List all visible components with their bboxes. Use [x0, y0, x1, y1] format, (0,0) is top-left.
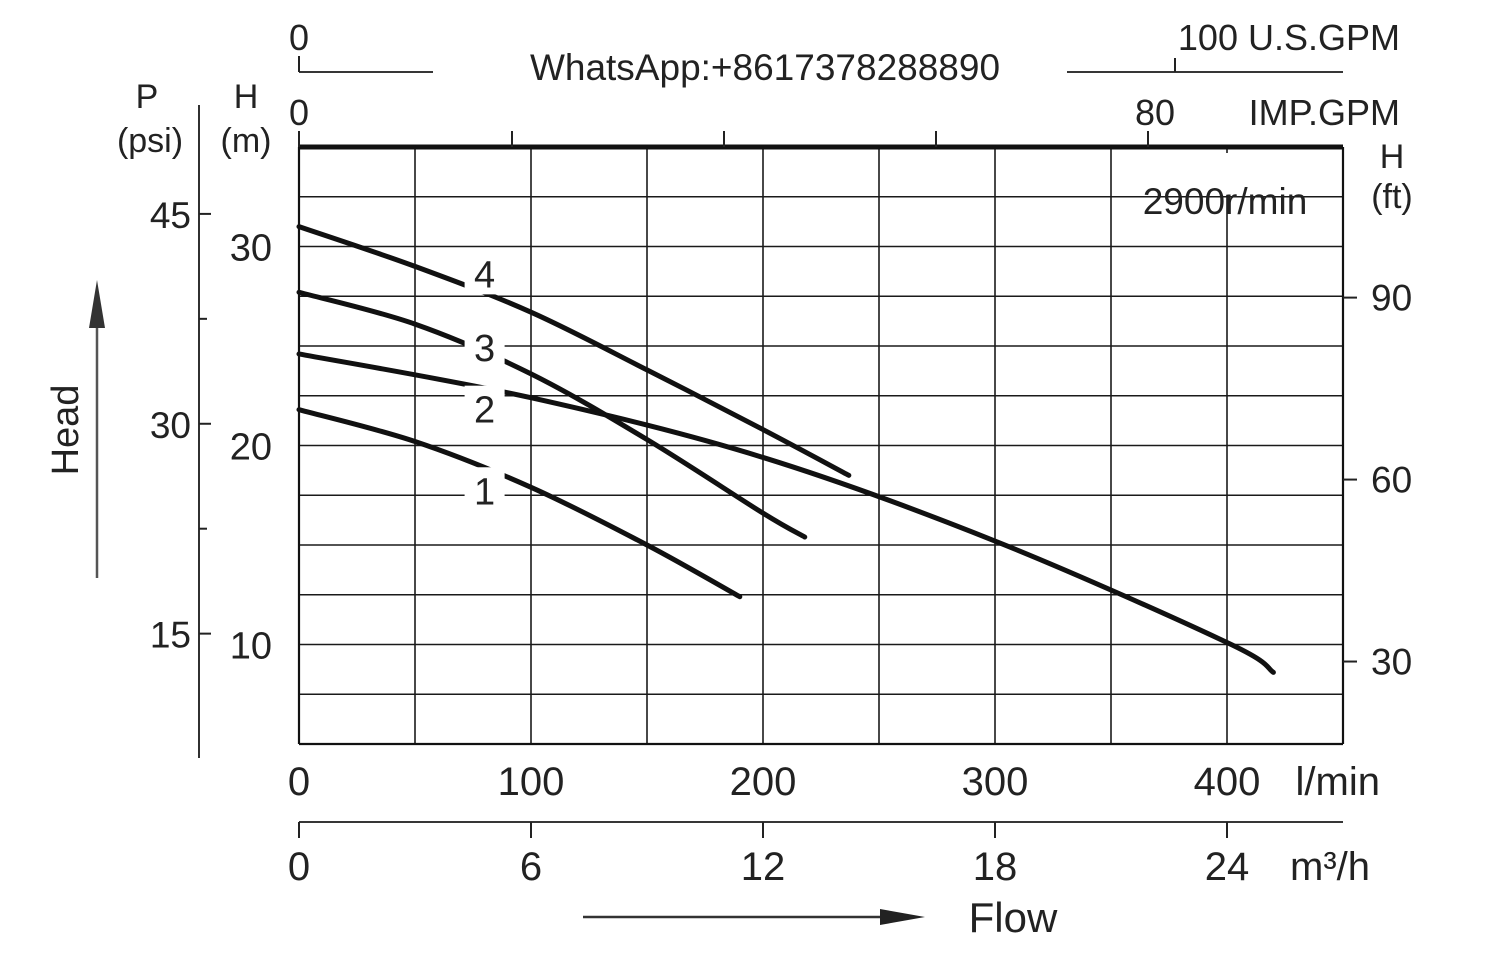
curve-label-background [464, 385, 505, 430]
y-tick-label-ft: 30 [1371, 642, 1412, 683]
x-tick-label-m3h: 6 [520, 845, 542, 889]
curve-label-3: 3 [474, 328, 495, 370]
y-tick-label-m: 10 [230, 626, 272, 668]
usgpm-unit-label: 100 U.S.GPM [1178, 17, 1400, 58]
impgpm-tick-0: 0 [289, 92, 309, 133]
watermark: WhatsApp:+8617378288890 [530, 47, 1000, 88]
y-tick-label-psi: 45 [150, 195, 191, 236]
m-axis-unit: (m) [221, 122, 272, 160]
curve-3 [296, 289, 808, 540]
curve-label-background [464, 467, 505, 512]
flow-label: Flow [969, 894, 1058, 941]
y-tick-label-m: 20 [230, 427, 272, 469]
x-tick-label-lmin: 0 [288, 760, 310, 804]
head-arrow [89, 280, 105, 578]
performance-curves: 1 2 3 4 [296, 224, 1276, 675]
x-tick-label-m3h: 24 [1205, 845, 1250, 889]
x-tick-label-lmin: 300 [962, 760, 1029, 804]
psi-axis-label: P [136, 78, 159, 116]
curve-label-1: 1 [474, 471, 495, 513]
lmin-unit-label: l/min [1296, 760, 1380, 804]
curve-label-background [464, 250, 505, 295]
x-tick-label-lmin: 200 [730, 760, 797, 804]
y-tick-label-psi: 30 [150, 405, 191, 446]
curve-2 [296, 351, 1276, 675]
x-tick-label-lmin: 400 [1194, 760, 1261, 804]
head-label: Head [45, 385, 87, 476]
x-tick-label-m3h: 0 [288, 845, 310, 889]
ft-axis-unit: (ft) [1371, 178, 1413, 216]
m-axis-label: H [234, 78, 259, 116]
impgpm-unit-label: IMP.GPM [1249, 92, 1400, 133]
impgpm-tick-80: 80 [1135, 92, 1175, 133]
curve-4 [296, 224, 852, 478]
x-tick-label-m3h: 12 [741, 845, 786, 889]
curve-label-2: 2 [474, 390, 495, 432]
x-tick-label-lmin: 100 [498, 760, 565, 804]
ft-axis-label: H [1380, 138, 1405, 176]
speed-label: 2900r/min [1143, 181, 1308, 222]
usgpm-tick-0: 0 [289, 17, 309, 58]
speed-label-background [1115, 153, 1337, 195]
x-tick-label-m3h: 18 [973, 845, 1018, 889]
y-tick-label-ft: 60 [1371, 460, 1412, 501]
flow-arrow [583, 909, 925, 925]
curve-label-background [464, 323, 505, 368]
psi-axis-unit: (psi) [117, 122, 183, 160]
y-tick-label-ft: 90 [1371, 278, 1412, 319]
m3h-unit-label: m³/h [1290, 845, 1370, 889]
y-tick-label-psi: 15 [150, 615, 191, 656]
y-tick-label-m: 30 [230, 228, 272, 270]
curve-label-4: 4 [474, 254, 495, 296]
curve-1 [296, 407, 743, 600]
plot-grid [298, 144, 1344, 746]
